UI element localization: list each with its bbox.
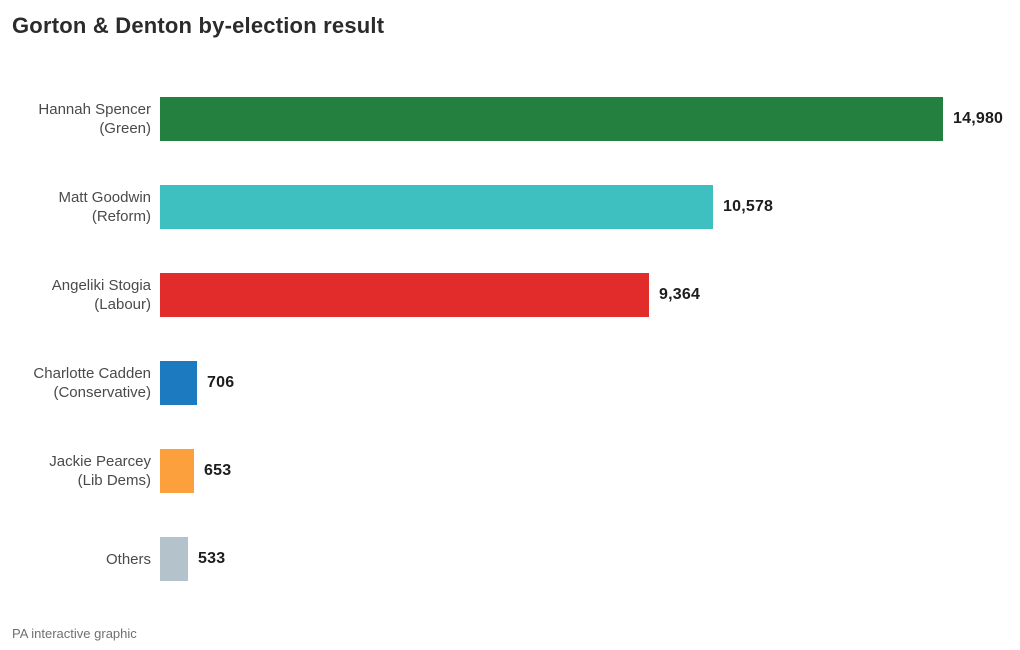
value-label: 653 [204,462,232,479]
candidate-name: Charlotte Cadden [33,365,151,382]
candidate-name: Angeliki Stogia [51,277,151,294]
candidate-party: (Labour) [94,296,151,313]
bar-area: 653 [151,427,1020,515]
value-label: 14,980 [953,110,1004,127]
value-label: 9,364 [659,286,701,303]
bar [160,449,194,493]
value-label: 706 [207,374,235,391]
candidate-party: (Reform) [91,208,151,225]
candidate-name: Others [105,550,151,568]
candidate-party: (Green) [99,120,151,137]
bar [160,273,649,317]
bar-area: 706 [151,339,1020,427]
candidate-name: Jackie Pearcey [49,453,151,470]
bar-chart: Hannah Spencer (Green) 14,980 Matt Goodw… [0,75,1020,603]
bar [160,361,197,405]
source-credit: PA interactive graphic [12,626,137,641]
bar-area: 10,578 [151,163,1020,251]
bar-row: Angeliki Stogia (Labour) 9,364 [0,251,1020,339]
bar [160,185,713,229]
bar-row: Jackie Pearcey (Lib Dems) 653 [0,427,1020,515]
bar-row: Hannah Spencer (Green) 14,980 [0,75,1020,163]
value-label: 10,578 [723,198,774,215]
category-label: Charlotte Cadden (Conservative) [0,339,151,427]
category-label: Others [0,515,151,603]
category-label: Angeliki Stogia (Labour) [0,251,151,339]
candidate-party: (Conservative) [53,384,151,401]
bar [160,537,188,581]
candidate-name: Hannah Spencer [38,101,151,118]
bar-area: 533 [151,515,1020,603]
bar [160,97,943,141]
bar-area: 14,980 [151,75,1020,163]
chart-title: Gorton & Denton by-election result [12,13,385,38]
category-label: Hannah Spencer (Green) [0,75,151,163]
bar-row: Matt Goodwin (Reform) 10,578 [0,163,1020,251]
bar-row: Charlotte Cadden (Conservative) 706 [0,339,1020,427]
value-label: 533 [198,550,226,567]
bar-area: 9,364 [151,251,1020,339]
candidate-name: Matt Goodwin [58,189,151,206]
category-label: Matt Goodwin (Reform) [0,163,151,251]
bar-row: Others 533 [0,515,1020,603]
candidate-party: (Lib Dems) [77,472,151,489]
category-label: Jackie Pearcey (Lib Dems) [0,427,151,515]
